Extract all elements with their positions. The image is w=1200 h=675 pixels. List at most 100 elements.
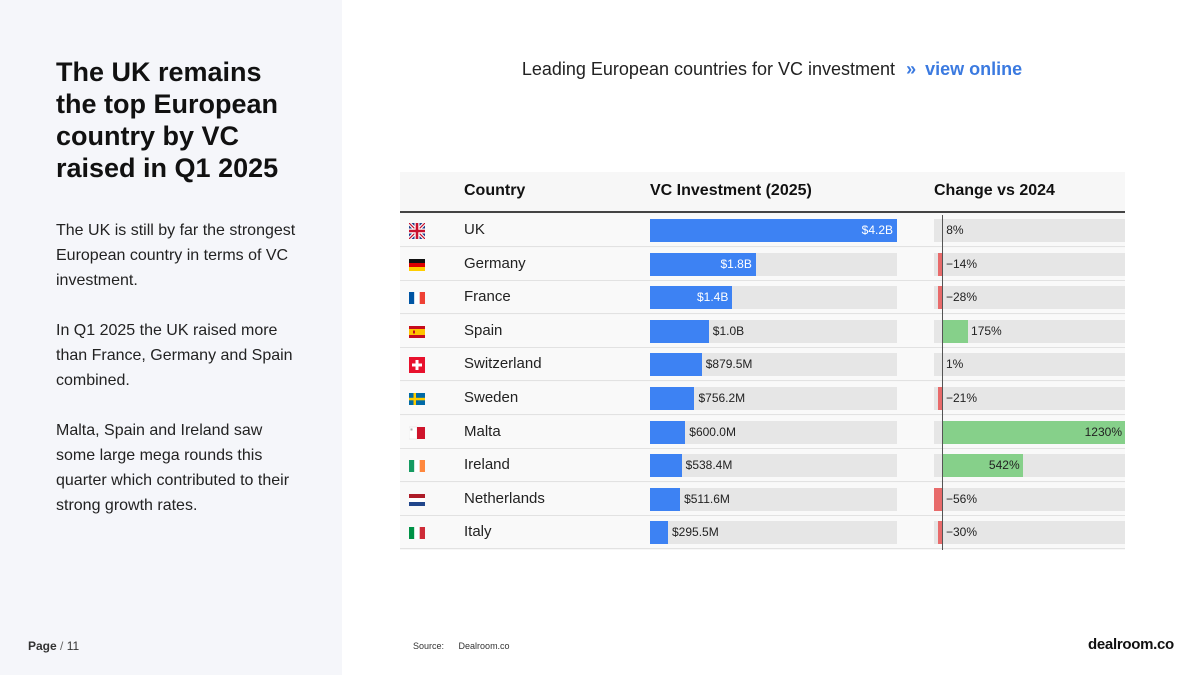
investment-track: $538.4M bbox=[650, 454, 897, 478]
change-bar bbox=[942, 319, 969, 343]
chart-title-text: Leading European countries for VC invest… bbox=[521, 59, 896, 79]
sweden-flag-icon bbox=[409, 391, 425, 407]
investment-value-label: $756.2M bbox=[698, 391, 746, 405]
change-bar bbox=[934, 487, 942, 511]
investment-track: $1.4B bbox=[650, 286, 897, 310]
change-value-label: −21% bbox=[946, 391, 978, 405]
change-track: 1% bbox=[934, 353, 1125, 377]
dealroom-logo: dealroom.co bbox=[1088, 636, 1174, 653]
change-bar bbox=[942, 420, 1125, 444]
chart-title: Leading European countries for VC invest… bbox=[400, 56, 1144, 110]
change-value-label: 1% bbox=[946, 357, 964, 372]
table-row: France $1.4B −28% bbox=[400, 281, 1125, 315]
change-track: −28% bbox=[934, 286, 1125, 310]
country-label: France bbox=[464, 288, 511, 306]
country-label: UK bbox=[464, 221, 485, 238]
table-row: UK $4.2B 8% bbox=[400, 214, 1125, 247]
change-track: −14% bbox=[934, 252, 1125, 276]
change-bar bbox=[938, 252, 942, 276]
investment-track: $511.6M bbox=[650, 487, 897, 511]
change-bar bbox=[937, 286, 942, 310]
change-value-label: −30% bbox=[946, 525, 978, 540]
investment-track: $1.8B bbox=[650, 252, 897, 276]
change-track: −21% bbox=[934, 387, 1125, 410]
investment-value-label: $1.0B bbox=[712, 323, 745, 338]
paragraph-3: Malta, Spain and Ireland saw some large … bbox=[56, 422, 290, 514]
malta-flag-icon bbox=[408, 425, 425, 441]
table-row: Germany $1.8B −14% bbox=[400, 247, 1125, 281]
ireland-flag-icon bbox=[409, 458, 425, 474]
country-label: Spain bbox=[464, 321, 503, 339]
country-label: Switzerland bbox=[464, 355, 542, 373]
uk-flag-icon bbox=[407, 221, 427, 241]
investment-bar bbox=[650, 487, 681, 511]
change-track: 175% bbox=[934, 319, 1125, 343]
table-row: Italy $295.5M −30% bbox=[400, 516, 1125, 550]
change-track: −30% bbox=[934, 521, 1125, 545]
investment-value-label: $1.4B bbox=[696, 290, 729, 305]
paragraph-2: In Q1 2025 the UK raised more than Franc… bbox=[56, 322, 293, 389]
country-label: Malta bbox=[464, 422, 501, 440]
page-number: Page / 11 bbox=[28, 639, 79, 653]
change-value-label: 542% bbox=[988, 458, 1020, 473]
page-title: The UK remains the top European country … bbox=[56, 57, 279, 183]
table-row: Switzerland $879.5M 1% bbox=[400, 348, 1125, 382]
investment-value-label: $600.0M bbox=[689, 424, 736, 439]
left-panel: The UK remains the top European country … bbox=[0, 0, 342, 675]
table-row: Ireland $538.4M 542% bbox=[400, 449, 1125, 483]
france-flag-icon bbox=[409, 290, 425, 306]
investment-bar bbox=[650, 353, 702, 377]
investment-value-label: $538.4M bbox=[685, 458, 733, 473]
table-row: Malta $600.0M 1230% bbox=[400, 415, 1125, 449]
investment-bar bbox=[650, 420, 686, 444]
page-value: 11 bbox=[66, 639, 80, 653]
table-row: Spain $1.0B 175% bbox=[400, 314, 1125, 348]
page-separator: / bbox=[60, 639, 64, 653]
view-online-link[interactable]: view online bbox=[925, 59, 1023, 79]
source-label: Source: bbox=[413, 641, 445, 651]
change-value-label: 175% bbox=[971, 323, 1002, 338]
change-track: 8% bbox=[934, 219, 1125, 242]
germany-flag-icon bbox=[409, 257, 425, 273]
change-value-label: −14% bbox=[946, 256, 978, 271]
country-label: Italy bbox=[464, 523, 492, 541]
change-value-label: 8% bbox=[946, 223, 964, 237]
investment-track: $879.5M bbox=[650, 353, 897, 377]
investment-track: $4.2B bbox=[650, 219, 897, 242]
change-bar bbox=[937, 521, 942, 545]
change-zero-axis bbox=[942, 215, 943, 550]
investment-bar bbox=[650, 286, 733, 310]
column-header-investment: VC Investment (2025) bbox=[650, 182, 812, 199]
change-track: 542% bbox=[934, 454, 1125, 478]
body-text: The UK is still by far the strongest Eur… bbox=[56, 218, 296, 543]
italy-flag-icon bbox=[409, 525, 425, 541]
investment-value-label: $1.8B bbox=[720, 256, 752, 271]
investment-bar bbox=[650, 387, 695, 410]
investment-track: $756.2M bbox=[650, 387, 897, 410]
change-value-label: −28% bbox=[946, 290, 978, 305]
page-label: Page bbox=[28, 639, 57, 653]
investment-value-label: $4.2B bbox=[861, 223, 893, 237]
source-value: Dealroom.co bbox=[458, 641, 510, 651]
change-track: 1230% bbox=[934, 420, 1125, 444]
investment-bar bbox=[650, 319, 709, 343]
table-row: Sweden $756.2M −21% bbox=[400, 382, 1125, 415]
investment-track: $600.0M bbox=[650, 420, 897, 444]
investment-bar bbox=[650, 454, 682, 478]
investment-track: $1.0B bbox=[650, 319, 897, 343]
change-bar bbox=[942, 454, 1023, 478]
investment-value-label: $879.5M bbox=[705, 357, 753, 372]
change-bar bbox=[938, 387, 942, 410]
column-header-change: Change vs 2024 bbox=[934, 182, 1055, 199]
link-arrow: » bbox=[906, 59, 917, 79]
investment-bar bbox=[650, 521, 668, 545]
investment-value-label: $511.6M bbox=[684, 491, 730, 506]
country-label: Ireland bbox=[464, 456, 510, 474]
investment-bar bbox=[650, 252, 756, 276]
change-value-label: 1230% bbox=[1084, 424, 1122, 439]
country-label: Germany bbox=[464, 254, 526, 272]
column-header-country: Country bbox=[464, 182, 526, 199]
investment-value-label: $295.5M bbox=[672, 525, 719, 540]
country-label: Netherlands bbox=[464, 489, 545, 507]
vc-investment-table: Country VC Investment (2025) Change vs 2… bbox=[400, 172, 1125, 550]
